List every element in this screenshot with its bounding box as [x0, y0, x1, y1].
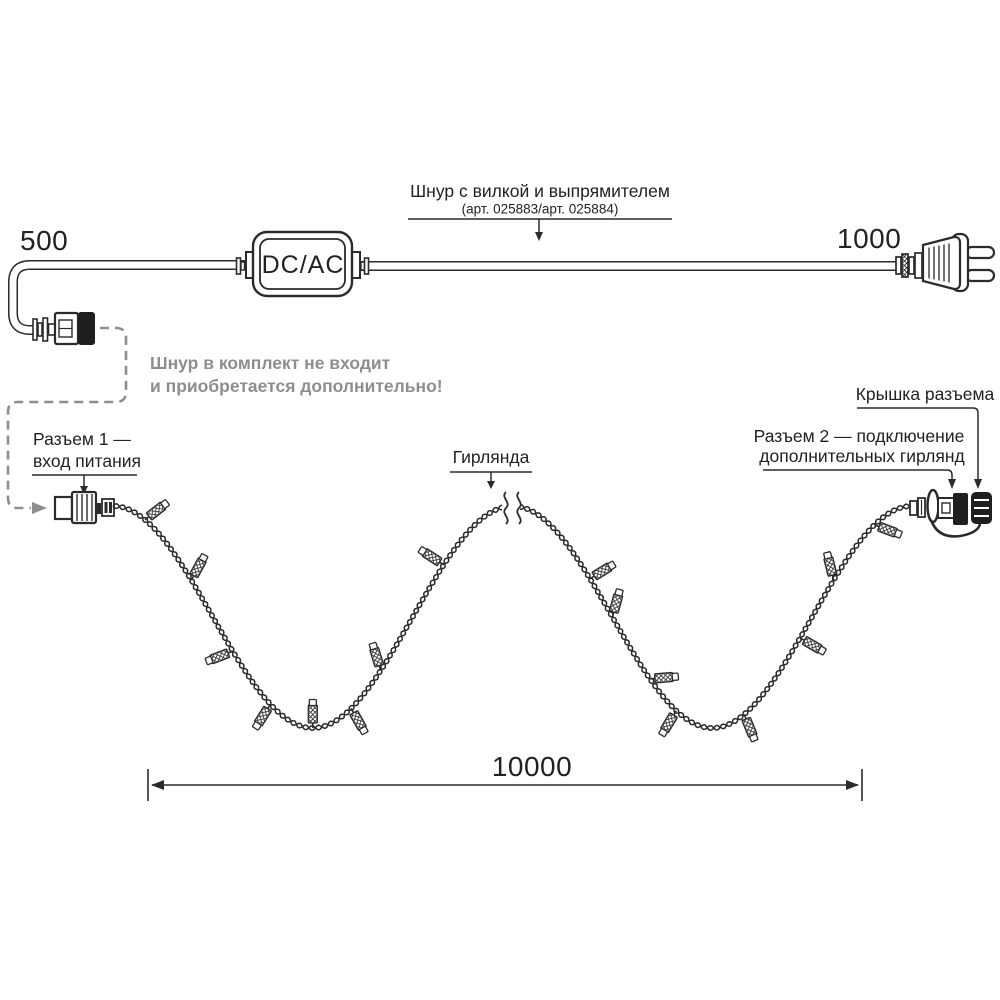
- connector2-label: Разъем 2 — подключение дополнительных ги…: [754, 426, 965, 489]
- cord-label: Шнур с вилкой и выпрямителем (арт. 02588…: [408, 181, 672, 241]
- arrow-down-icon: [974, 479, 982, 489]
- cable-clamp-icon: [235, 257, 246, 275]
- cap-strap: [929, 519, 982, 538]
- arrow-down-icon: [535, 232, 543, 241]
- dimension-line-10000: 10000: [147, 751, 863, 801]
- connector1-label: Разъем 1 — вход питания: [32, 429, 141, 494]
- garland-label: Гирлянда: [450, 447, 532, 489]
- arrow-down-icon: [948, 479, 956, 489]
- connector2-line2: дополнительных гирлянд: [759, 446, 964, 466]
- garland-connector-2: [909, 488, 992, 538]
- cord-end-connector: [32, 311, 95, 346]
- notice-line1: Шнур в комплект не входит: [150, 353, 391, 373]
- connector-cap-icon: [971, 492, 992, 524]
- dim-10000-label: 10000: [492, 751, 572, 782]
- plug-body: [921, 235, 962, 291]
- connector2-black-section: [953, 493, 968, 525]
- connector1-line1: Разъем 1 —: [33, 429, 131, 449]
- arrow-right-icon: [32, 502, 47, 514]
- plug-prong: [964, 268, 996, 283]
- wire-break-icon: [502, 489, 522, 526]
- led-bulb: [367, 641, 386, 673]
- connector1-line2: вход питания: [33, 451, 141, 471]
- arrow-right-icon: [846, 780, 859, 790]
- arrow-down-icon: [80, 486, 88, 494]
- cap-label: Крышка разъема: [856, 384, 995, 489]
- led-bulb: [307, 698, 319, 729]
- notice-line2: и приобретается дополнительно!: [150, 376, 443, 396]
- garland-connector-1: [53, 490, 115, 525]
- plug-prong: [964, 245, 996, 260]
- led-bulb: [821, 550, 839, 582]
- notice-text: Шнур в комплект не входит и приобретаетс…: [150, 353, 443, 396]
- led-bulb: [607, 587, 626, 619]
- connector-ribs: [76, 494, 93, 521]
- garland-label-text: Гирлянда: [453, 447, 530, 467]
- cable-clamp-icon: [360, 257, 370, 275]
- converter-label: DC/AC: [262, 251, 345, 279]
- dashed-connection-path: [6, 326, 128, 514]
- leader-line: [857, 407, 979, 480]
- strap-loop: [926, 488, 940, 524]
- plug-strain-relief: [895, 252, 923, 279]
- arrow-left-icon: [151, 780, 164, 790]
- cap-label-text: Крышка разъема: [856, 384, 995, 404]
- garland-wire: [112, 497, 913, 744]
- garland-wire-strand: [112, 503, 913, 732]
- plug-body-ribs: [928, 243, 950, 283]
- led-bulb: [141, 497, 172, 525]
- garland-wire-strand: [112, 503, 913, 732]
- cord-label-text: Шнур с вилкой и выпрямителем: [410, 181, 670, 201]
- connector-black-cap: [78, 312, 95, 345]
- power-plug-icon: [895, 232, 996, 293]
- cord-article-text: (арт. 025883/арт. 025884): [462, 202, 619, 217]
- connector2-line1: Разъем 2 — подключение: [754, 426, 965, 446]
- dim-500-label: 500: [20, 225, 68, 256]
- cord-left-tube: [8, 260, 250, 335]
- dcac-converter-box: DC/AC: [235, 230, 370, 298]
- dim-1000-label: 1000: [837, 223, 901, 254]
- leader-line: [763, 469, 953, 480]
- arrow-down-icon: [487, 481, 495, 489]
- led-bulb: [416, 544, 448, 570]
